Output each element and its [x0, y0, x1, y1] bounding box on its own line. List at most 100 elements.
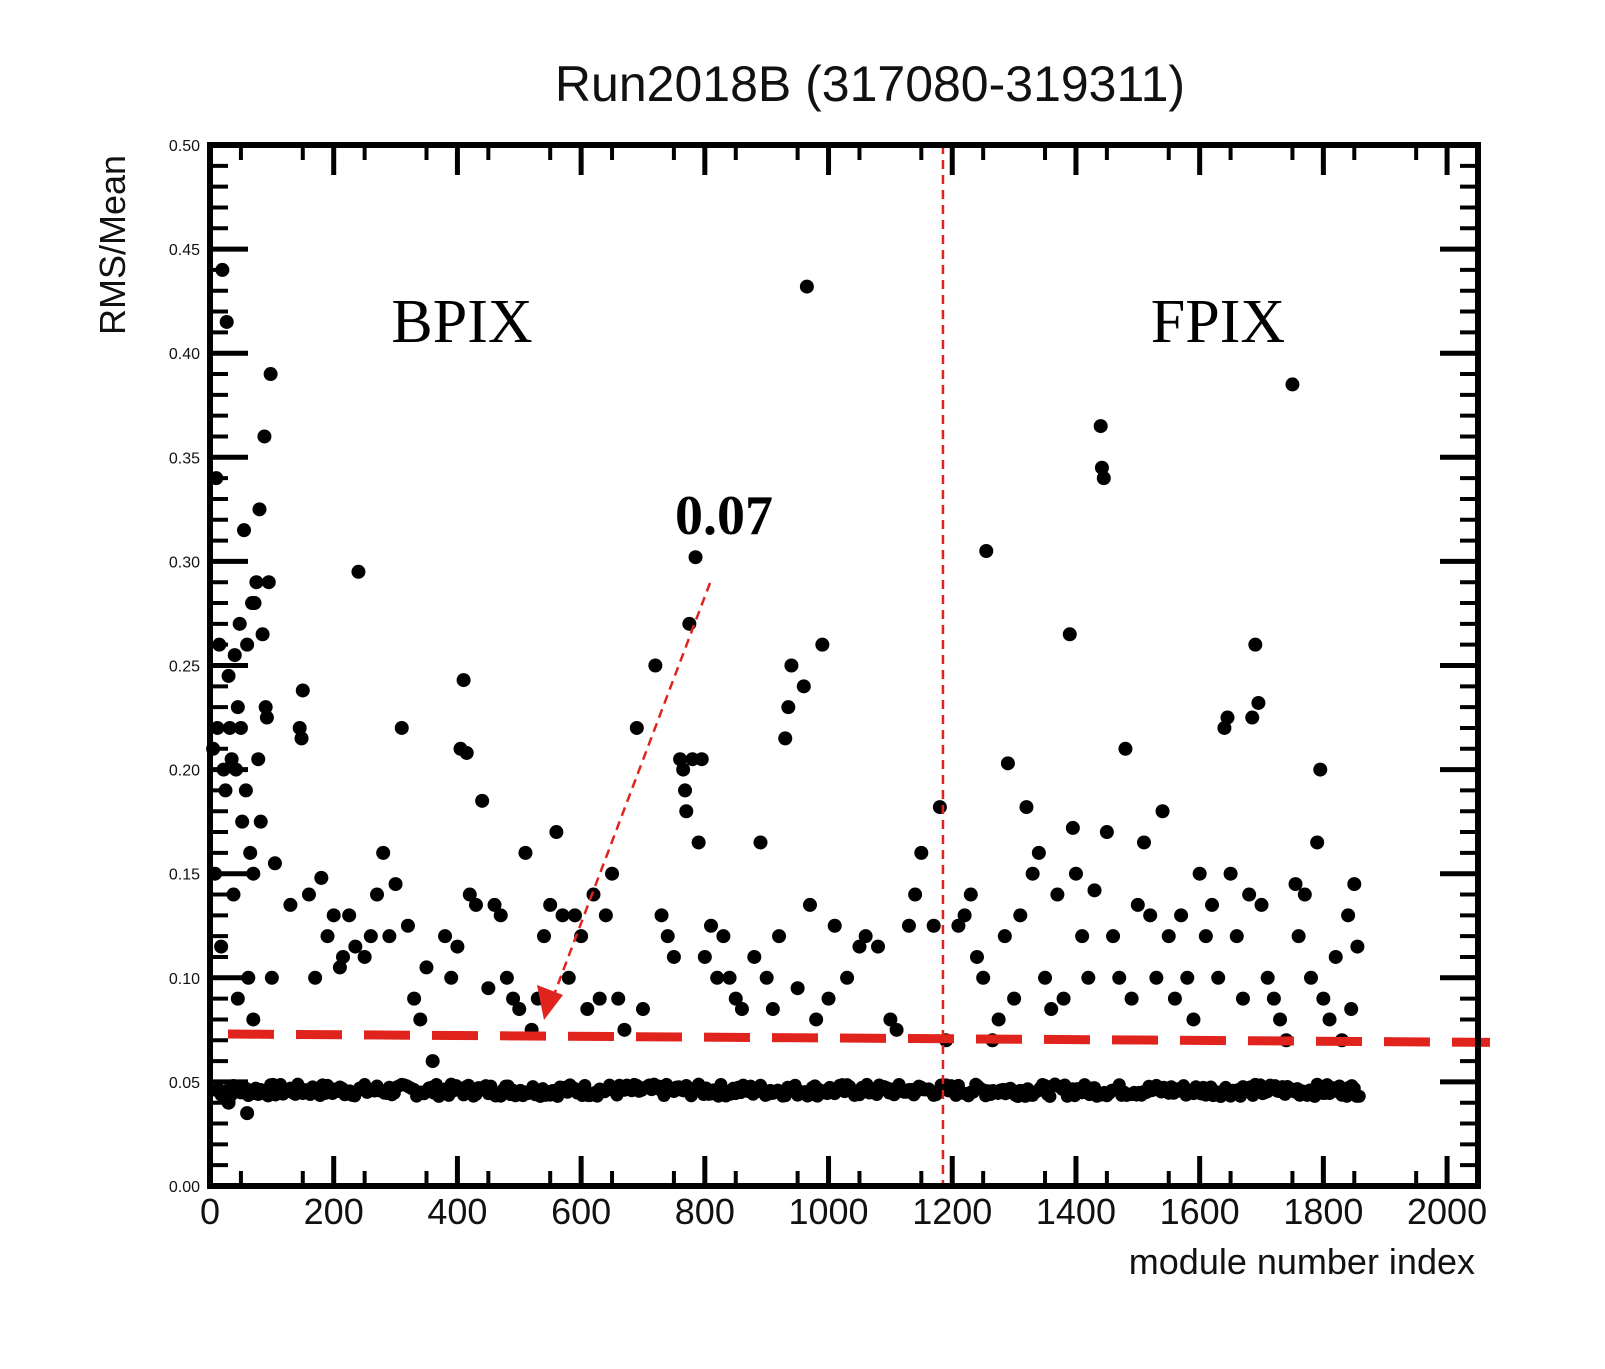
y-tick-label: 0.20	[169, 763, 200, 780]
data-point	[969, 949, 984, 964]
data-point	[252, 502, 267, 517]
y-tick-label: 0.15	[169, 867, 200, 884]
x-tick-label: 1200	[912, 1191, 992, 1232]
data-point	[1087, 883, 1102, 898]
data-point	[1251, 695, 1266, 710]
data-point	[456, 673, 471, 688]
data-point	[512, 1002, 527, 1017]
data-point	[348, 939, 363, 954]
threshold-value-label: 0.07	[675, 485, 773, 547]
data-point	[1065, 820, 1080, 835]
data-point	[710, 970, 725, 985]
data-point	[1248, 637, 1263, 652]
data-point	[716, 929, 731, 944]
data-point	[518, 845, 533, 860]
data-point	[326, 908, 341, 923]
data-point	[388, 877, 403, 892]
data-point	[210, 720, 225, 735]
data-point	[957, 908, 972, 923]
data-point	[259, 710, 274, 725]
data-point	[1062, 627, 1077, 642]
data-point	[660, 929, 675, 944]
data-point	[997, 929, 1012, 944]
data-point	[506, 991, 521, 1006]
data-point	[1000, 756, 1015, 771]
data-point	[858, 929, 873, 944]
y-tick-label: 0.05	[169, 1075, 200, 1092]
data-point	[247, 596, 262, 611]
data-point	[734, 1002, 749, 1017]
data-point	[227, 648, 242, 663]
data-point	[1352, 1089, 1366, 1103]
data-point	[648, 658, 663, 673]
data-point	[574, 929, 589, 944]
fpix-label: FPIX	[1151, 288, 1285, 356]
data-point	[251, 752, 266, 767]
y-tick-label: 0.30	[169, 554, 200, 571]
data-point	[963, 887, 978, 902]
data-point	[232, 616, 247, 631]
data-point	[908, 887, 923, 902]
data-point	[852, 939, 867, 954]
x-tick-label: 400	[427, 1191, 487, 1232]
data-point	[883, 1012, 898, 1027]
data-point	[578, 1078, 592, 1092]
data-point	[1075, 929, 1090, 944]
data-point	[586, 887, 601, 902]
data-point	[419, 960, 434, 975]
data-point	[759, 970, 774, 985]
x-tick-label: 0	[200, 1191, 220, 1232]
data-point	[1130, 897, 1145, 912]
data-point	[267, 856, 282, 871]
data-point	[438, 929, 453, 944]
data-point	[261, 575, 276, 590]
data-point	[221, 668, 236, 683]
data-point	[237, 523, 252, 538]
data-point	[821, 991, 836, 1006]
data-point	[1310, 835, 1325, 850]
data-point	[1118, 741, 1133, 756]
x-tick-label: 200	[304, 1191, 364, 1232]
data-point	[629, 720, 644, 735]
data-point	[1291, 929, 1306, 944]
data-point	[688, 550, 703, 565]
data-point	[363, 929, 378, 944]
data-point	[314, 870, 329, 885]
annotations	[227, 145, 1491, 1186]
data-point	[1220, 710, 1235, 725]
data-point	[1096, 471, 1111, 486]
data-point	[772, 929, 787, 944]
data-point	[549, 825, 564, 840]
data-point	[1155, 804, 1170, 819]
data-point	[605, 866, 620, 881]
data-point	[246, 866, 261, 881]
data-point	[1266, 991, 1281, 1006]
data-point	[889, 1022, 904, 1037]
data-point	[1341, 908, 1356, 923]
data-point	[1093, 419, 1108, 434]
data-point	[790, 981, 805, 996]
data-point	[376, 845, 391, 860]
data-point	[1081, 970, 1096, 985]
data-point	[555, 908, 570, 923]
data-point	[1313, 762, 1328, 777]
data-point	[1043, 1089, 1057, 1103]
data-point	[682, 616, 697, 631]
data-point	[258, 700, 273, 715]
data-point	[214, 939, 229, 954]
data-point	[1038, 970, 1053, 985]
data-point	[537, 929, 552, 944]
data-point	[914, 845, 929, 860]
data-point	[221, 1095, 236, 1110]
data-point	[1044, 1002, 1059, 1017]
data-point	[335, 949, 350, 964]
data-point	[235, 814, 250, 829]
data-point	[1322, 1012, 1337, 1027]
data-point	[294, 731, 309, 746]
data-point	[1245, 710, 1260, 725]
data-point	[468, 897, 483, 912]
data-point	[462, 887, 477, 902]
data-point	[425, 1054, 440, 1069]
y-tick-label: 0.10	[169, 971, 200, 988]
